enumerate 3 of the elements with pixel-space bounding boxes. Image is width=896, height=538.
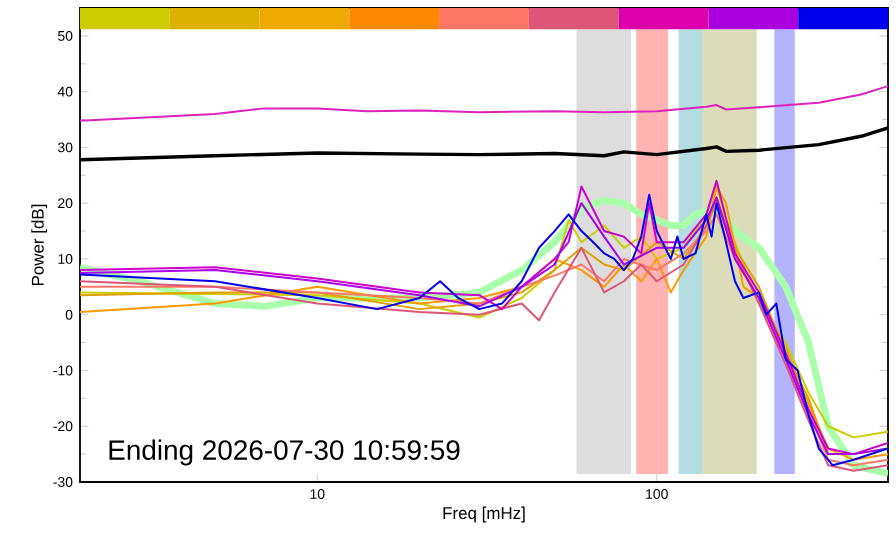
annotation: Ending 2026-07-30 10:59:59 [109, 439, 460, 466]
y-axis-title: Power [dB] [31, 204, 48, 286]
x-axis-title: Freq [mHz] [443, 506, 525, 523]
